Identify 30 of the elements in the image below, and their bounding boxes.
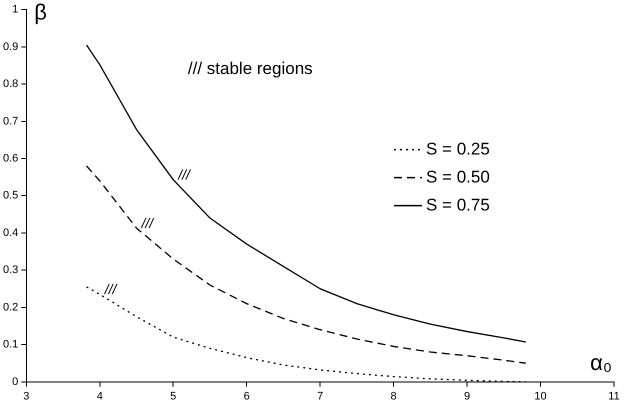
line-series <box>86 165 526 364</box>
annotation: /// stable regions <box>188 58 313 78</box>
annotation: /// <box>177 166 192 183</box>
y-tick-label: 0.5 <box>2 190 18 202</box>
x-tick-label: 11 <box>608 390 620 402</box>
y-axis-title: β <box>34 0 47 25</box>
x-tick-label: 6 <box>244 390 250 402</box>
y-tick-label: 0.2 <box>2 301 18 314</box>
x-tick-label: 3 <box>23 390 30 402</box>
x-tick-label: 10 <box>534 390 547 402</box>
x-tick-label: 8 <box>390 390 397 402</box>
annotation: /// <box>104 281 119 298</box>
y-tick-label: 0.4 <box>2 226 18 239</box>
y-tick-label: 0 <box>12 376 18 388</box>
y-tick-label: 0.9 <box>2 40 18 53</box>
legend-label: S = 0.50 <box>426 167 490 186</box>
legend-label: S = 0.75 <box>426 195 490 214</box>
y-tick-label: 0.1 <box>2 338 18 351</box>
legend-label: S = 0.25 <box>426 139 490 158</box>
x-tick-label: 4 <box>96 390 103 402</box>
y-tick-label: 0.3 <box>2 264 18 276</box>
x-tick-label: 5 <box>170 390 176 402</box>
y-tick-label: 0.8 <box>2 78 18 90</box>
y-tick-label: 1 <box>12 4 18 16</box>
x-tick-label: 9 <box>464 390 470 402</box>
x-axis-title: α₀ <box>590 350 612 375</box>
y-tick-label: 0.6 <box>2 152 18 165</box>
annotation: /// <box>140 214 156 231</box>
x-tick-label: 7 <box>317 390 324 402</box>
y-tick-label: 0.7 <box>2 115 18 128</box>
